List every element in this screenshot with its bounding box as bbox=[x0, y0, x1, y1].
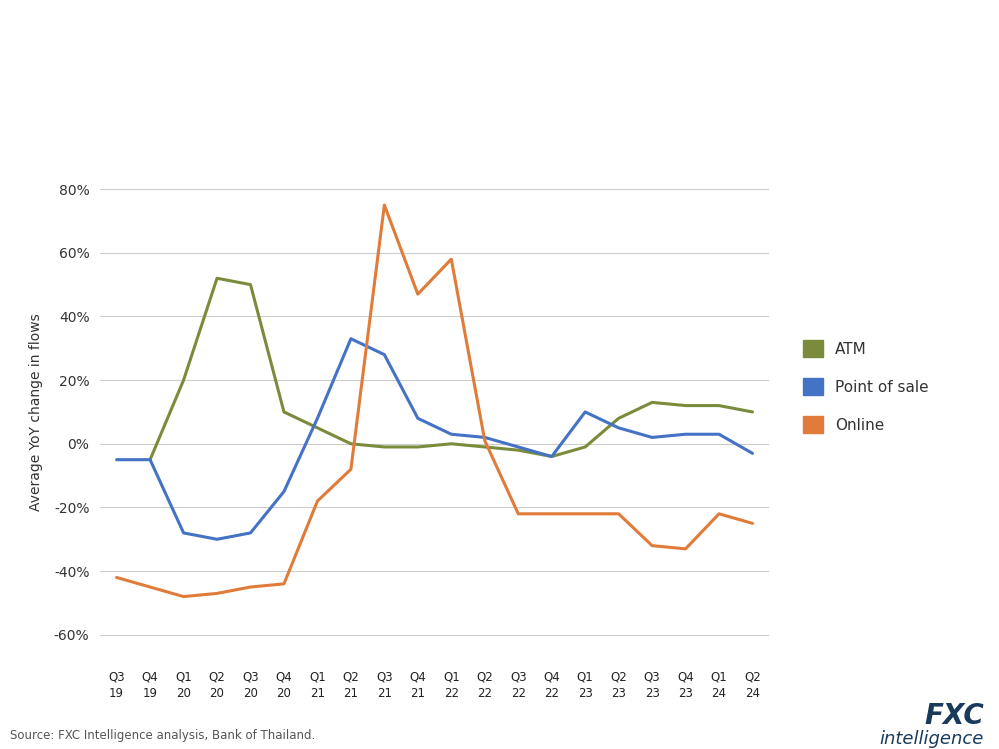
Text: Source: FXC Intelligence analysis, Bank of Thailand.: Source: FXC Intelligence analysis, Bank … bbox=[10, 729, 316, 742]
Text: Cross-border transactions in Thailand see growth vary by channel: Cross-border transactions in Thailand se… bbox=[13, 34, 947, 58]
Text: FXC: FXC bbox=[924, 703, 984, 730]
Legend: ATM, Point of sale, Online: ATM, Point of sale, Online bbox=[797, 334, 935, 439]
Text: Avg. flow change for cross-border transactions in Thailand from foreign cards: Avg. flow change for cross-border transa… bbox=[13, 97, 688, 115]
Text: intelligence: intelligence bbox=[880, 730, 984, 748]
Y-axis label: Average YoY change in flows: Average YoY change in flows bbox=[29, 313, 43, 511]
